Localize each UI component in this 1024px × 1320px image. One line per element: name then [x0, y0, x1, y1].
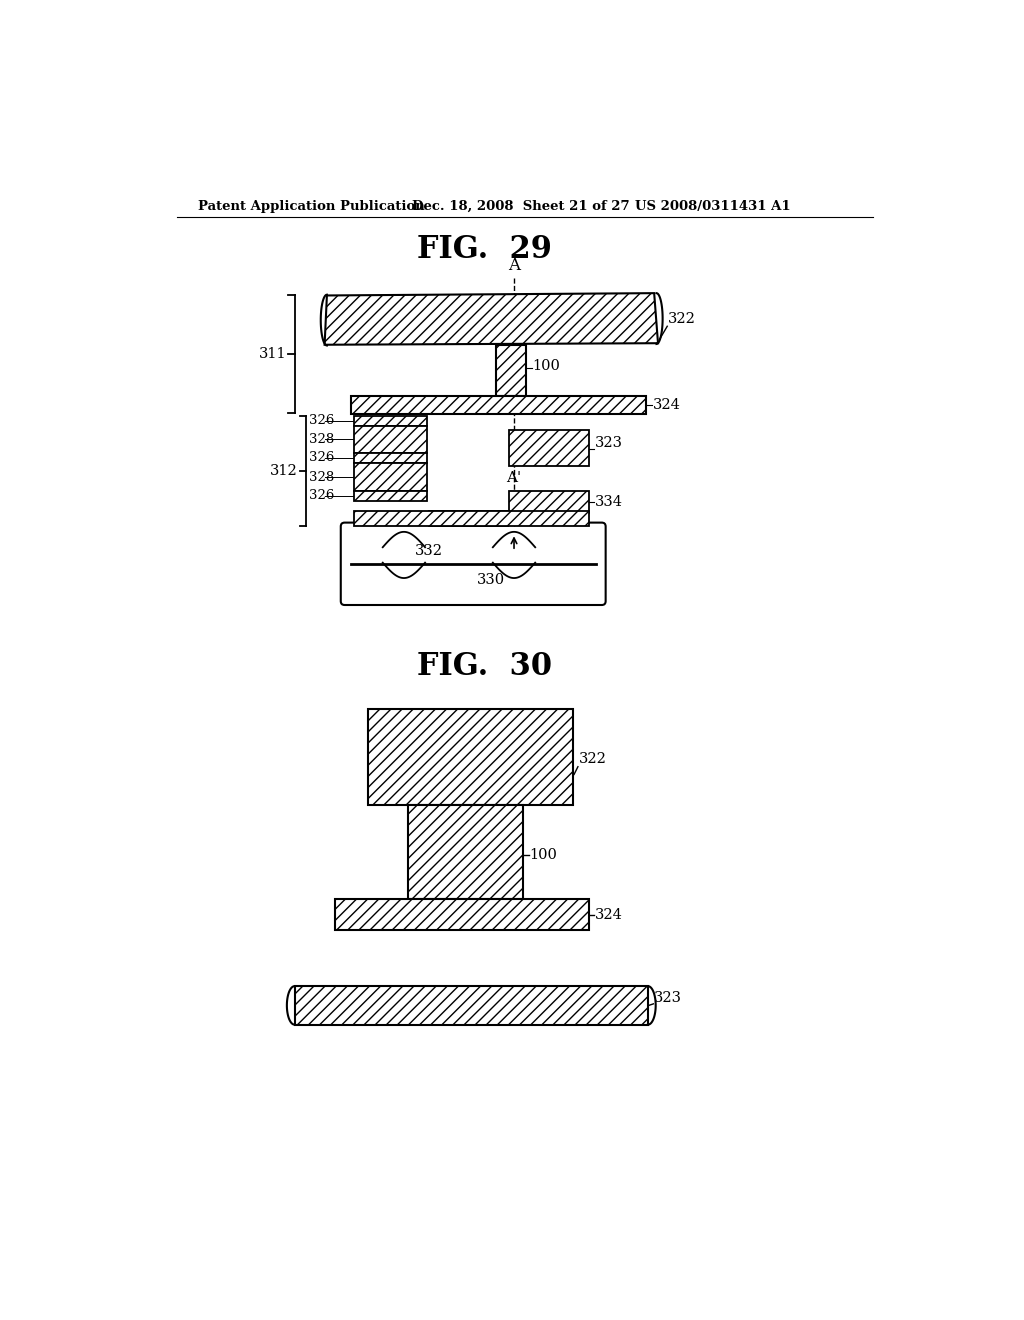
- Polygon shape: [354, 511, 589, 527]
- Polygon shape: [335, 899, 589, 929]
- Polygon shape: [295, 986, 648, 1024]
- Polygon shape: [368, 709, 573, 805]
- Text: 324: 324: [652, 397, 681, 412]
- Text: Patent Application Publication: Patent Application Publication: [199, 199, 425, 213]
- Text: A: A: [508, 257, 520, 275]
- Text: 100: 100: [529, 849, 557, 862]
- Polygon shape: [354, 416, 427, 426]
- Text: 323: 323: [595, 437, 623, 450]
- Text: 326: 326: [309, 414, 335, 428]
- Text: 323: 323: [654, 991, 682, 1005]
- Text: Dec. 18, 2008  Sheet 21 of 27: Dec. 18, 2008 Sheet 21 of 27: [412, 199, 629, 213]
- Text: 328: 328: [309, 433, 335, 446]
- Polygon shape: [496, 345, 526, 396]
- Text: 324: 324: [595, 908, 623, 921]
- Text: 330: 330: [477, 573, 505, 587]
- FancyBboxPatch shape: [341, 523, 605, 605]
- Text: 326: 326: [309, 451, 335, 465]
- Text: 311: 311: [258, 347, 286, 360]
- Polygon shape: [509, 491, 589, 512]
- Text: 322: 322: [668, 312, 696, 326]
- Polygon shape: [408, 805, 523, 899]
- Text: 322: 322: [579, 752, 606, 766]
- Polygon shape: [354, 426, 427, 453]
- Text: 332: 332: [416, 544, 443, 558]
- Polygon shape: [325, 293, 658, 345]
- Text: 312: 312: [270, 465, 298, 478]
- Text: 334: 334: [595, 495, 623, 508]
- Polygon shape: [354, 453, 427, 463]
- Text: A': A': [507, 471, 521, 484]
- Polygon shape: [351, 396, 646, 414]
- Polygon shape: [509, 430, 589, 466]
- Text: FIG.  30: FIG. 30: [417, 651, 552, 682]
- Polygon shape: [429, 511, 508, 527]
- Text: FIG.  29: FIG. 29: [418, 234, 552, 265]
- Polygon shape: [354, 463, 427, 491]
- Text: 326: 326: [309, 490, 335, 502]
- Text: 328: 328: [309, 471, 335, 483]
- Text: US 2008/0311431 A1: US 2008/0311431 A1: [635, 199, 791, 213]
- Text: 100: 100: [532, 359, 560, 374]
- Polygon shape: [354, 491, 427, 502]
